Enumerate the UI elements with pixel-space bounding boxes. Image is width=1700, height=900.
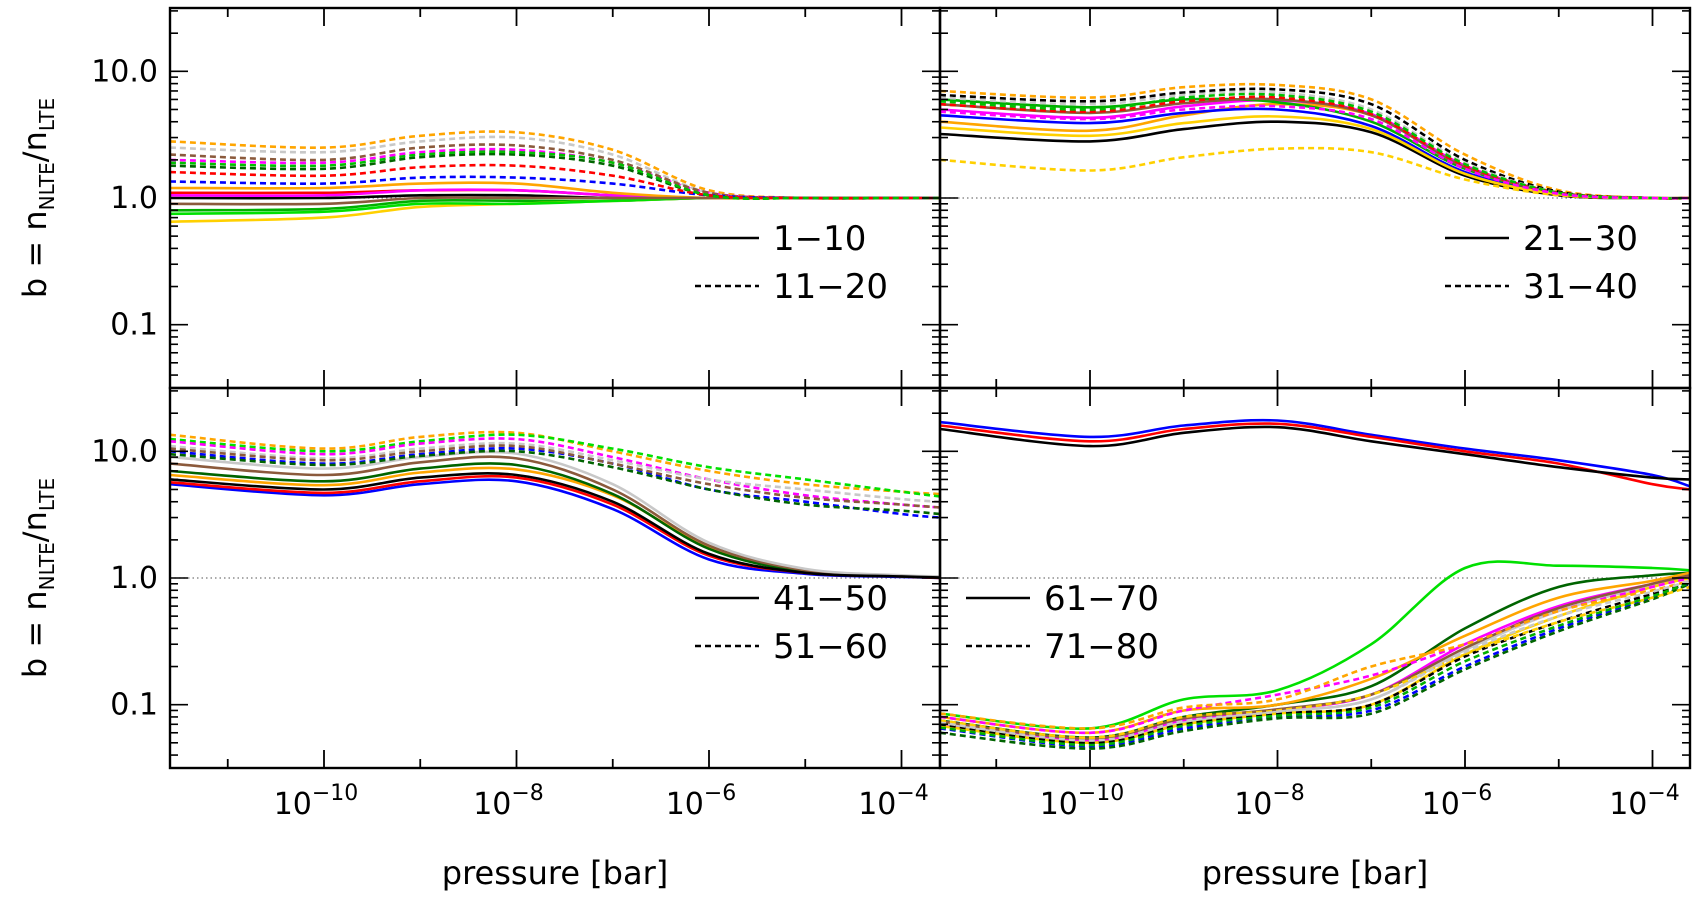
series-line <box>170 150 940 201</box>
x-tick-base: 10 <box>1422 787 1460 822</box>
x-tick-base: 10 <box>274 787 312 822</box>
series-line <box>940 90 1690 200</box>
series-line <box>940 104 1690 200</box>
x-tick-exponent: −4 <box>896 781 928 806</box>
x-tick-label: 10−10 <box>274 781 359 822</box>
panel-top-right: 21−30 31−40 <box>938 6 1692 390</box>
series-line <box>940 582 1690 748</box>
series-line <box>940 418 1690 488</box>
x-tick-label: 10−8 <box>473 781 544 822</box>
x-tick-base: 10 <box>1040 787 1078 822</box>
panel-frame <box>168 386 942 770</box>
y-tick-label: 1.0 <box>110 561 158 596</box>
x-tick-exponent: −6 <box>1460 781 1492 806</box>
y-axis-label: b = nNLTE/nLTE <box>16 478 59 678</box>
legend-label: 51−60 <box>773 627 888 667</box>
series-line <box>940 95 1690 200</box>
legend-label: 41−50 <box>773 579 888 619</box>
series-line <box>940 576 1690 735</box>
legend-label: 31−40 <box>1523 267 1638 307</box>
series-line <box>170 433 940 498</box>
series-line <box>170 450 940 578</box>
x-tick-base: 10 <box>473 787 511 822</box>
series-line <box>940 92 1690 200</box>
x-tick-exponent: −10 <box>312 781 358 806</box>
series-line <box>170 449 940 516</box>
series-line <box>940 582 1690 750</box>
y-axis-label-subscript: NLTE <box>35 542 59 590</box>
series-line <box>170 444 940 509</box>
series-line <box>940 571 1690 735</box>
series-line <box>940 146 1690 200</box>
x-tick-exponent: −8 <box>511 781 543 806</box>
series-group <box>940 418 1690 750</box>
y-tick-label: 10.0 <box>91 434 158 469</box>
series-line <box>940 582 1690 745</box>
x-tick-label: 10−8 <box>1234 781 1305 822</box>
x-tick-exponent: −10 <box>1078 781 1124 806</box>
y-axis-label-subscript: LTE <box>35 478 59 511</box>
y-tick-label: 0.1 <box>110 308 158 343</box>
x-tick-label: 10−10 <box>1040 781 1125 822</box>
x-tick-exponent: −8 <box>1272 781 1304 806</box>
y-tick-label: 1.0 <box>110 181 158 216</box>
legend-label: 21−30 <box>1523 219 1638 259</box>
series-line <box>170 462 940 579</box>
legend-label: 11−20 <box>773 267 888 307</box>
x-tick-exponent: −6 <box>704 781 736 806</box>
y-axis-label-part: /n <box>16 131 54 162</box>
legend-label: 71−80 <box>1044 627 1159 667</box>
x-tick-label: 10−4 <box>858 781 929 822</box>
series-line <box>170 478 940 580</box>
x-tick-base: 10 <box>666 787 704 822</box>
series-line <box>940 120 1690 200</box>
legend-label: 61−70 <box>1044 579 1159 619</box>
series-line <box>940 579 1690 742</box>
x-axis-label: pressure [bar] <box>1202 854 1428 892</box>
y-axis-label-part: b = n <box>16 590 54 678</box>
y-tick-label: 0.1 <box>110 688 158 723</box>
series-line <box>940 98 1690 200</box>
y-axis-label: b = nNLTE/nLTE <box>16 98 59 298</box>
series-line <box>940 87 1690 200</box>
series-line <box>940 579 1690 730</box>
y-axis-label-part: b = n <box>16 210 54 298</box>
series-line <box>170 455 940 579</box>
series-line <box>170 430 940 496</box>
panel-top-left: 10.0 1.0 0.1 b = nNLTE/nLTE 1−10 11−20 <box>16 6 942 390</box>
x-tick-exponent: −4 <box>1647 781 1679 806</box>
y-axis-label-subscript: LTE <box>35 98 59 131</box>
series-line <box>940 82 1690 200</box>
series-line <box>940 560 1690 730</box>
legend-label: 1−10 <box>773 219 866 259</box>
x-tick-label: 10−6 <box>1422 781 1493 822</box>
x-axis-label: pressure [bar] <box>442 854 668 892</box>
series-group <box>940 82 1690 200</box>
x-tick-base: 10 <box>1609 787 1647 822</box>
series-line <box>170 441 940 503</box>
series-line <box>940 425 1690 481</box>
series-line <box>170 152 940 200</box>
x-tick-base: 10 <box>858 787 896 822</box>
series-line <box>940 585 1690 739</box>
x-tick-label: 10−4 <box>1609 781 1680 822</box>
x-tick-label: 10−6 <box>666 781 737 822</box>
y-axis-label-part: /n <box>16 511 54 542</box>
series-line <box>940 581 1690 747</box>
y-tick-label: 10.0 <box>91 54 158 89</box>
series-group <box>170 130 940 223</box>
series-group <box>170 430 940 580</box>
y-axis-label-subscript: NLTE <box>35 162 59 210</box>
x-tick-base: 10 <box>1234 787 1272 822</box>
series-line <box>170 472 940 579</box>
